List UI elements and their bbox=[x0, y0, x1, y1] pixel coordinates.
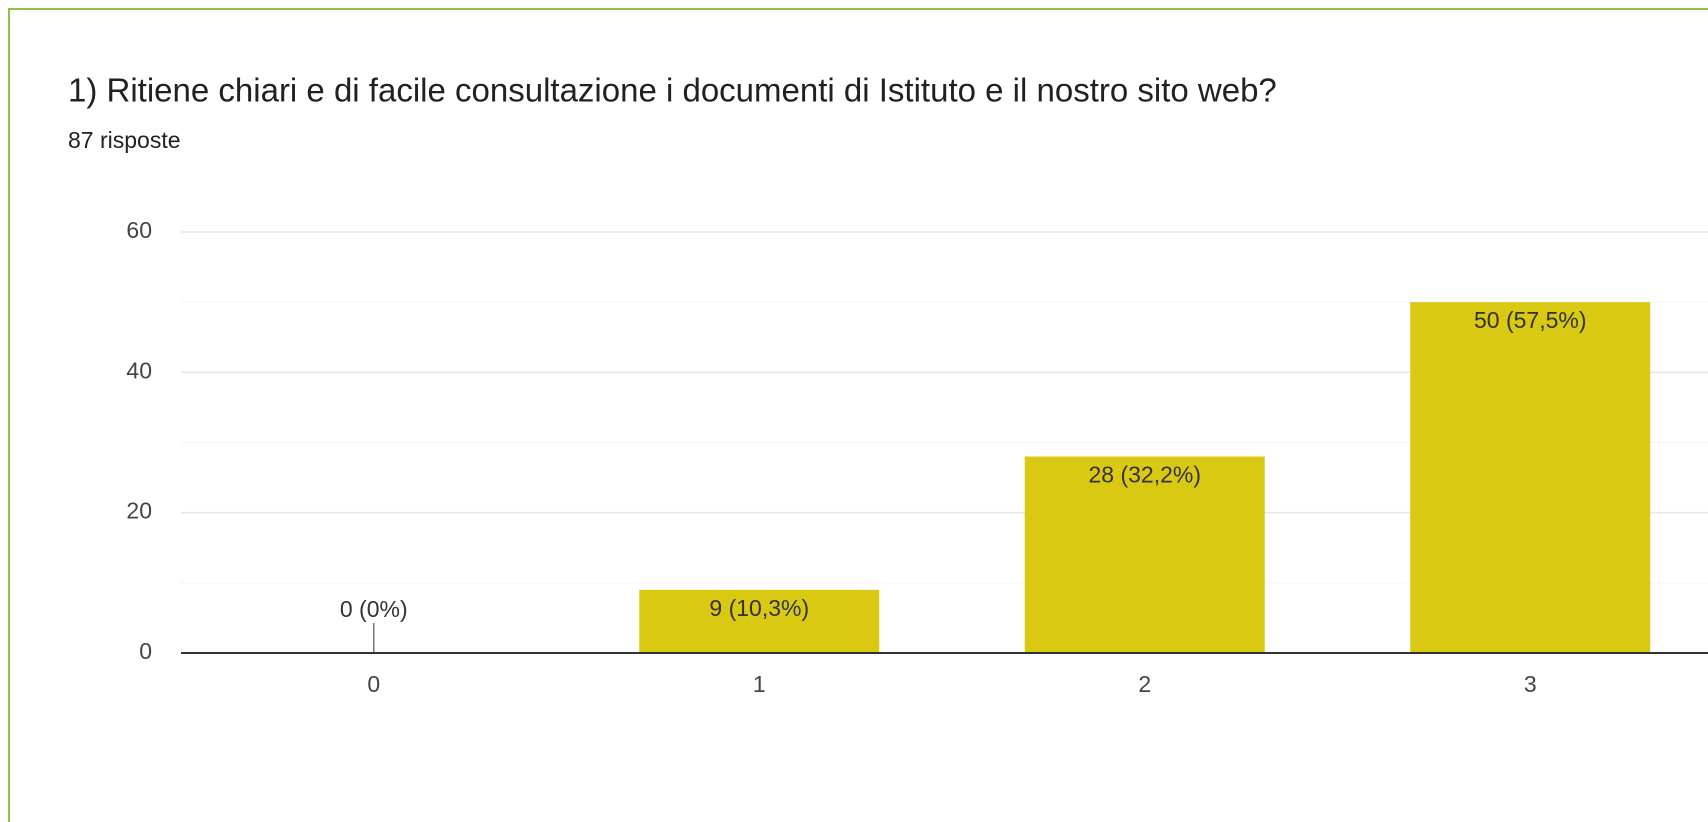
bar bbox=[1024, 456, 1265, 653]
y-tick-label: 20 bbox=[126, 498, 152, 524]
y-tick-label: 40 bbox=[126, 357, 152, 383]
value-label: 50 (57,5%) bbox=[1474, 307, 1587, 333]
chart-title: 1) Ritiene chiari e di facile consultazi… bbox=[68, 72, 1277, 109]
bar bbox=[639, 589, 880, 653]
x-tick-label: 0 bbox=[367, 671, 380, 697]
bar bbox=[1410, 302, 1651, 653]
chart-subtitle: 87 risposte bbox=[68, 127, 181, 153]
x-tick-label: 3 bbox=[1524, 671, 1537, 697]
x-tick-label: 2 bbox=[1138, 671, 1151, 697]
y-tick-label: 0 bbox=[139, 638, 152, 664]
card-border bbox=[8, 8, 1708, 822]
value-label: 0 (0%) bbox=[340, 596, 408, 622]
x-tick-label: 1 bbox=[753, 671, 766, 697]
y-tick-label: 60 bbox=[126, 217, 152, 243]
value-label: 9 (10,3%) bbox=[709, 595, 809, 621]
value-label: 28 (32,2%) bbox=[1088, 462, 1201, 488]
